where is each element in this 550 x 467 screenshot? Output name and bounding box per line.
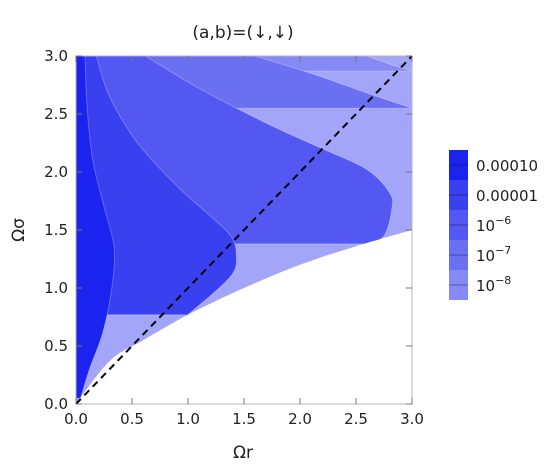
legend: 0.00010 0.00001 10−6 10−7 10−8 — [449, 150, 538, 300]
y-tick-label: 2.0 — [44, 163, 68, 181]
legend-label: 10−7 — [476, 244, 511, 265]
x-tick-label: 2.0 — [288, 410, 312, 428]
legend-label: 10−8 — [476, 274, 511, 295]
chart-title: (a,b)=(↓,↓) — [192, 23, 293, 43]
x-axis: 0.0 0.5 1.0 1.5 2.0 2.5 3.0 — [64, 56, 424, 428]
legend-swatch — [449, 150, 468, 180]
y-tick-label: 1.5 — [44, 221, 68, 239]
legend-swatch — [449, 210, 468, 240]
legend-swatch — [449, 270, 468, 300]
y-tick-label: 0.0 — [44, 395, 68, 413]
x-tick-label: 0.5 — [120, 410, 144, 428]
x-tick-label: 3.0 — [400, 410, 424, 428]
y-tick-label: 1.0 — [44, 279, 68, 297]
legend-swatch — [449, 180, 468, 210]
legend-swatch — [449, 240, 468, 270]
legend-label: 0.00001 — [476, 187, 538, 205]
diagonal-reference-line — [75, 55, 413, 405]
y-tick-label: 2.5 — [44, 105, 68, 123]
legend-label: 0.00010 — [476, 157, 538, 175]
contour-region — [76, 56, 116, 399]
contour-region — [76, 56, 238, 316]
x-tick-label: 1.0 — [176, 410, 200, 428]
x-tick-label: 1.5 — [232, 410, 256, 428]
contour-regions — [76, 56, 412, 404]
x-tick-label: 0.0 — [64, 410, 88, 428]
legend-label: 10−6 — [476, 214, 511, 235]
x-axis-title: Ωr — [233, 443, 253, 463]
y-tick-label: 0.5 — [44, 337, 68, 355]
x-tick-label: 2.5 — [344, 410, 368, 428]
y-tick-label: 3.0 — [44, 47, 68, 65]
y-axis: 0.0 0.5 1.0 1.5 2.0 2.5 3.0 — [44, 47, 412, 413]
y-axis-title: Ωσ — [9, 218, 29, 242]
